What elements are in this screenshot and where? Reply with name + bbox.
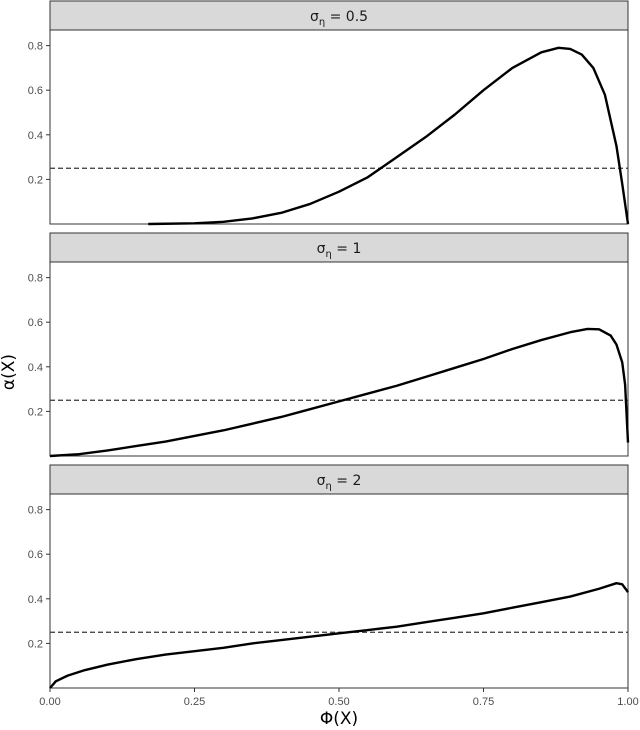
strip-symbol: σ <box>317 473 326 489</box>
x-tick-label: 0.25 <box>184 696 205 708</box>
series-line-panel-2 <box>49 327 630 458</box>
facet-panel-1: ση = 0.5 0.2 0.4 0.6 0.8 <box>28 0 630 226</box>
facet-strip-2 <box>49 232 629 263</box>
facet-strip-label-2: ση = 1 <box>317 241 362 260</box>
strip-value: = 0.5 <box>325 9 368 25</box>
y-tick-label: 0.8 <box>28 273 43 285</box>
x-tick-label: 0.75 <box>473 696 494 708</box>
strip-subscript: η <box>319 17 325 28</box>
facet-strip-3 <box>49 464 629 495</box>
strip-symbol: σ <box>310 9 319 25</box>
y-tick-label: 0.2 <box>28 406 43 418</box>
x-tick-label: 0.50 <box>328 696 349 708</box>
facet-strip-label-1: ση = 0.5 <box>310 9 368 28</box>
series-line-panel-1 <box>148 46 630 226</box>
y-tick-label: 0.4 <box>28 130 43 142</box>
y-tick-label: 0.6 <box>28 317 43 329</box>
y-tick-label: 0.2 <box>28 638 43 650</box>
strip-value: = 1 <box>332 241 362 257</box>
facet-panel-3: ση = 2 0.2 0.4 0.6 0.8 <box>28 464 629 689</box>
y-tick-label: 0.8 <box>28 41 43 53</box>
strip-subscript: η <box>325 249 331 260</box>
strip-symbol: σ <box>317 241 326 257</box>
y-tick-label: 0.8 <box>28 505 43 517</box>
panels-layer: ση = 0.50.20.40.60.8ση = 10.20.40.60.8ση… <box>28 0 639 708</box>
y-tick-label: 0.6 <box>28 85 43 97</box>
y-tick-label: 0.6 <box>28 549 43 561</box>
x-tick-label: 0.00 <box>39 696 60 708</box>
strip-value: = 2 <box>332 473 362 489</box>
panel-area-1 <box>49 29 629 225</box>
y-tick-label: 0.4 <box>28 594 43 606</box>
panel-area-3 <box>49 493 629 689</box>
facet-strip-1 <box>49 0 629 31</box>
facet-strip-label-3: ση = 2 <box>317 473 362 492</box>
y-tick-label: 0.2 <box>28 174 43 186</box>
strip-subscript: η <box>325 481 331 492</box>
panel-area-2 <box>49 261 629 457</box>
x-axis-title: Φ(X) <box>320 709 358 729</box>
y-axis-title: α(X) <box>0 354 19 390</box>
x-tick-label: 1.00 <box>617 696 638 708</box>
y-tick-label: 0.4 <box>28 362 43 374</box>
series-line-panel-3 <box>49 582 629 689</box>
facet-panel-2: ση = 1 0.2 0.4 0.6 0.8 <box>28 232 630 458</box>
